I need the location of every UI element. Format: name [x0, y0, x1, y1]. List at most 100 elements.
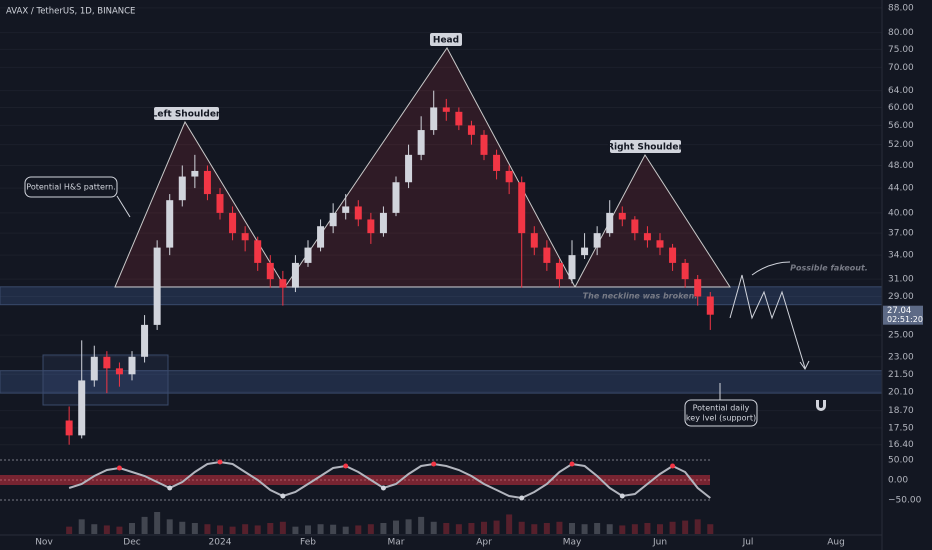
volume-bar: [355, 525, 362, 534]
osc-pivot: [619, 493, 625, 499]
x-tick-label: Nov: [35, 538, 53, 548]
last-price: 27.04: [887, 306, 911, 316]
osc-pivot: [431, 461, 437, 467]
y-tick-label: 88.00: [888, 3, 914, 13]
osc-tick-label: 0.00: [888, 476, 908, 486]
volume-bar: [518, 521, 525, 534]
y-tick-label: 52.00: [888, 140, 914, 150]
left-shoulder-label: Left Shoulder: [152, 110, 221, 120]
candle-body: [78, 380, 86, 436]
candle-body: [405, 154, 413, 183]
head-triangle: [284, 47, 576, 288]
callout-box: [24, 176, 118, 198]
x-tick-label: Dec: [123, 538, 140, 548]
y-tick-label: 70.00: [888, 63, 914, 73]
volume-bar: [669, 521, 676, 534]
callout-line: [116, 195, 131, 218]
y-tick-label: 29.00: [888, 292, 914, 302]
candle-body: [103, 356, 111, 369]
support-note: Potential daily: [693, 404, 750, 413]
volume-bar: [330, 524, 337, 534]
candle-body: [229, 212, 237, 234]
osc-pivot: [217, 459, 223, 465]
osc-band: [0, 475, 710, 485]
candle-body: [505, 170, 513, 183]
candle-body: [304, 247, 312, 263]
callout-box: [684, 399, 758, 427]
y-tick-label: 23.00: [888, 352, 914, 362]
volume-bar: [430, 521, 437, 534]
y-tick-label: 17.50: [888, 423, 914, 433]
osc-pivot: [670, 463, 676, 469]
volume-bar: [78, 519, 85, 534]
candle-body: [153, 247, 161, 325]
candle-body: [606, 212, 614, 234]
candle-body: [631, 219, 639, 234]
candle-body: [518, 182, 526, 234]
y-tick-label: 25.00: [888, 331, 914, 341]
price-zone: [0, 286, 883, 306]
volume-bar: [682, 520, 689, 534]
candle-body: [392, 182, 400, 213]
volume-bar: [455, 524, 462, 534]
label-box: [610, 140, 681, 153]
y-tick-label: 31.00: [888, 275, 914, 285]
volume-bar: [569, 523, 575, 534]
osc-pivot: [116, 465, 122, 471]
candle-body: [254, 240, 262, 263]
volume-bar: [543, 523, 550, 534]
volume-bar: [657, 524, 663, 534]
volume-bar: [443, 523, 450, 534]
candle-body: [618, 212, 626, 220]
candle-body: [480, 134, 488, 155]
volume-bar: [204, 524, 211, 534]
right-shoulder-label: Right Shoulder: [607, 143, 683, 153]
candle-body: [430, 107, 438, 131]
oscillator-pane: [0, 459, 711, 501]
volume-bar: [405, 519, 412, 534]
volume-bar: [531, 524, 538, 534]
volume-bar: [619, 525, 626, 534]
volume-bar: [305, 525, 311, 534]
x-tick-label: Apr: [476, 538, 492, 548]
volume-bar: [644, 523, 651, 534]
volume-bar: [581, 524, 588, 534]
volume-bar: [141, 516, 148, 534]
magnet-icon: [816, 400, 826, 411]
candle-body: [65, 420, 73, 436]
volume-bar: [267, 523, 274, 534]
candle-body: [555, 262, 563, 280]
volume-pane: [66, 512, 714, 534]
candle-body: [455, 111, 463, 126]
y-tick-label: 48.00: [888, 161, 914, 171]
y-tick-label: 21.50: [888, 370, 914, 380]
volume-bar: [229, 526, 236, 534]
volume-bar: [91, 524, 98, 534]
arrow-head: [799, 360, 810, 370]
candle-body: [115, 368, 123, 375]
volume-bar: [493, 520, 500, 534]
y-tick-label: 40.00: [888, 208, 914, 218]
y-tick-label: 75.00: [888, 45, 914, 55]
candle-body: [643, 233, 651, 241]
candle-body: [656, 240, 664, 248]
neckline-note: The neckline was broken.: [583, 292, 698, 301]
candle-body: [90, 356, 98, 381]
projection-path: [729, 274, 806, 369]
x-tick-label: Aug: [827, 538, 845, 548]
volume-bar: [594, 523, 601, 534]
osc-pivot: [380, 485, 386, 491]
candle-body: [417, 130, 425, 155]
osc-pivot: [343, 463, 349, 469]
volume-bar: [179, 521, 186, 534]
y-tick-label: 80.00: [888, 28, 914, 38]
y-tick-label: 56.00: [888, 121, 914, 131]
candle-body: [203, 170, 211, 195]
candle-body: [216, 194, 224, 213]
pattern-note: Potential H&S pattern.: [26, 183, 115, 192]
candle-body: [442, 107, 450, 112]
candle-body: [178, 176, 186, 201]
volume-bar: [254, 525, 261, 534]
y-tick-label: 64.00: [888, 86, 914, 96]
fakeout-arrow: [751, 261, 791, 276]
